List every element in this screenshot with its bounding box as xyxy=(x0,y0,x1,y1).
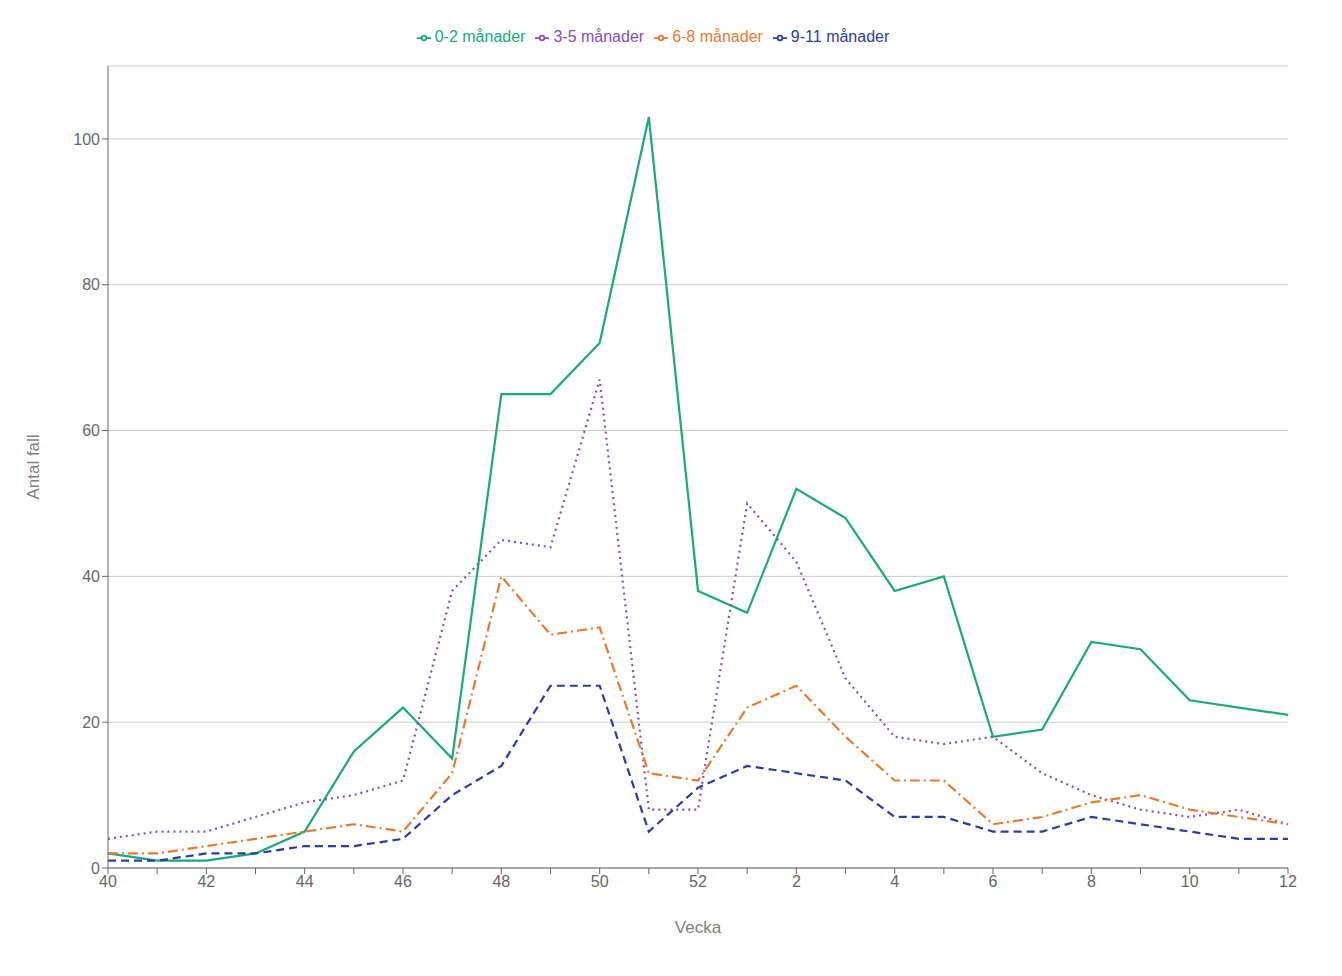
svg-text:80: 80 xyxy=(82,276,100,293)
svg-text:100: 100 xyxy=(73,131,100,148)
svg-text:42: 42 xyxy=(197,873,215,890)
svg-text:50: 50 xyxy=(591,873,609,890)
svg-text:12: 12 xyxy=(1279,873,1297,890)
html-text:9-11 månader: 9-11 månader xyxy=(790,28,890,45)
svg-text:60: 60 xyxy=(82,422,100,439)
svg-text:10: 10 xyxy=(1181,873,1199,890)
svg-text:2: 2 xyxy=(792,873,801,890)
svg-text:40: 40 xyxy=(82,568,100,585)
svg-text:8: 8 xyxy=(1087,873,1096,890)
svg-text:44: 44 xyxy=(296,873,314,890)
svg-text:46: 46 xyxy=(394,873,412,890)
html-text:0-2 månader: 0-2 månader xyxy=(434,28,526,45)
svg-text:6: 6 xyxy=(989,873,998,890)
svg-text:Vecka: Vecka xyxy=(675,918,722,937)
svg-text:0: 0 xyxy=(91,860,100,877)
svg-text:48: 48 xyxy=(492,873,510,890)
html-text:6-8 månader: 6-8 månader xyxy=(672,28,763,45)
svg-text:4: 4 xyxy=(890,873,899,890)
html-text:3-5 månader: 3-5 månader xyxy=(553,28,645,45)
svg-text:20: 20 xyxy=(82,714,100,731)
svg-text:40: 40 xyxy=(99,873,117,890)
svg-text:Antal fall: Antal fall xyxy=(24,434,43,499)
svg-text:52: 52 xyxy=(689,873,707,890)
